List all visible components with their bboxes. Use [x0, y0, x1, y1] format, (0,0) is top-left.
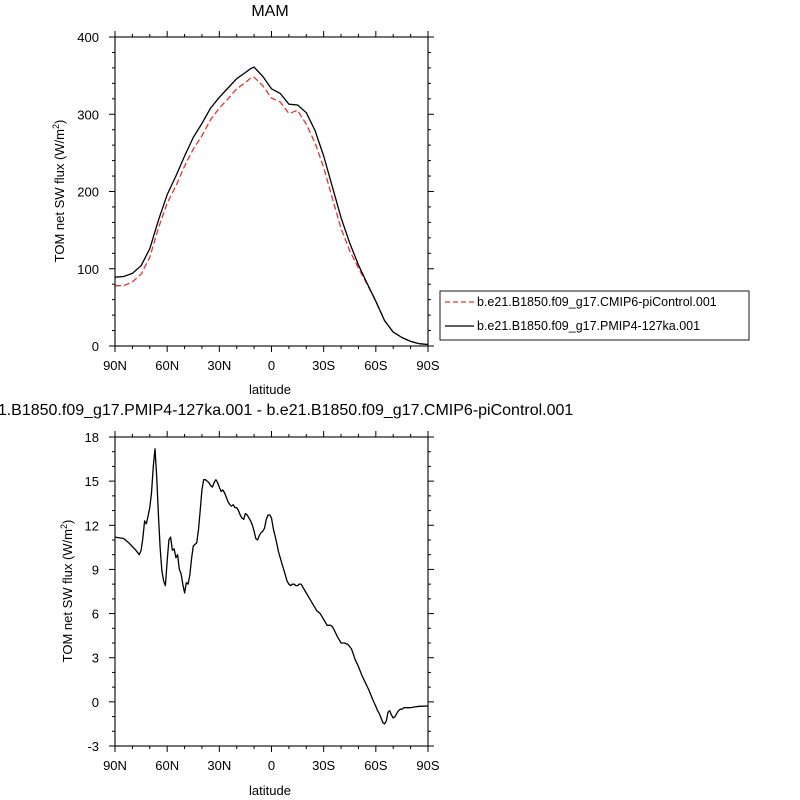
bottom-chart-ytick-label: -3 — [87, 739, 99, 754]
bottom-chart-ytick-label: 0 — [92, 695, 99, 710]
bottom-chart-ylabel: TOM net SW flux (W/m2) — [59, 520, 75, 663]
bottom-chart-series-line-0 — [114, 448, 429, 725]
top-chart-ylabel: TOM net SW flux (W/m2) — [51, 120, 67, 263]
top-chart-xtick-label: 30N — [207, 358, 231, 373]
bottom-chart-lines — [114, 448, 429, 725]
bottom-chart-ytick-label: 6 — [92, 607, 99, 622]
bottom-chart-ytick-label: 15 — [85, 474, 99, 489]
top-chart-ticks: 90N 60N 30N 0 30S 60S 90S 0 100 200 300 400 — [77, 30, 440, 373]
top-chart-ytick-label: 200 — [77, 185, 99, 200]
top-chart-lines — [114, 66, 429, 346]
bottom-chart-frame — [114, 436, 429, 747]
top-chart-ytick-label: 100 — [77, 262, 99, 277]
top-chart-series-line-1 — [114, 66, 429, 346]
bottom-chart-ytick-label: 3 — [92, 651, 99, 666]
top-chart-ytick-label: 300 — [77, 107, 99, 122]
bottom-chart-ticks: 90N 60N 30N 0 30S 60S 90S -3 0 3 6 9 12 15 18 — [85, 430, 440, 773]
legend-box — [439, 290, 750, 341]
bottom-chart-xtick-label: 0 — [268, 758, 275, 773]
top-chart: MAM 90N 60N 30N 0 30S 60S 90S 0 100 200 300 400 lat… — [51, 3, 750, 397]
bottom-chart-ytick-label: 9 — [92, 562, 99, 577]
bottom-chart-xlabel: latitude — [249, 783, 291, 798]
bottom-chart-xtick-label: 90N — [103, 758, 127, 773]
bottom-chart-ytick-label: 12 — [85, 518, 99, 533]
top-chart-xtick-label: 90N — [103, 358, 127, 373]
top-chart-xtick-label: 90S — [416, 358, 439, 373]
top-chart-xtick-label: 60S — [364, 358, 387, 373]
top-chart-ytick-label: 400 — [77, 30, 99, 45]
top-chart-xtick-label: 30S — [312, 358, 335, 373]
legend-label-control: b.e21.B1850.f09_g17.CMIP6-piControl.001 — [477, 295, 717, 309]
bottom-chart-xtick-label: 30S — [312, 758, 335, 773]
bottom-chart-xtick-label: 60N — [155, 758, 179, 773]
bottom-chart-xtick-label: 60S — [364, 758, 387, 773]
bottom-chart-title: b.e21.B1850.f09_g17.PMIP4-127ka.001 - b.… — [0, 402, 573, 419]
top-chart-xtick-label: 0 — [268, 358, 275, 373]
legend-label-127ka: b.e21.B1850.f09_g17.PMIP4-127ka.001 — [477, 319, 700, 333]
top-chart-xtick-label: 60N — [155, 358, 179, 373]
top-chart-ytick-label: 0 — [92, 339, 99, 354]
bottom-chart-ytick-label: 18 — [85, 430, 99, 445]
top-chart-xlabel: latitude — [249, 382, 291, 397]
bottom-chart-xtick-label: 30N — [207, 758, 231, 773]
top-chart-frame — [114, 36, 429, 347]
legend: b.e21.B1850.f09_g17.CMIP6-piControl.001 … — [439, 290, 750, 341]
bottom-chart: b.e21.B1850.f09_g17.PMIP4-127ka.001 - b.… — [0, 402, 573, 798]
top-chart-title: MAM — [251, 3, 288, 20]
bottom-chart-xtick-label: 90S — [416, 758, 439, 773]
